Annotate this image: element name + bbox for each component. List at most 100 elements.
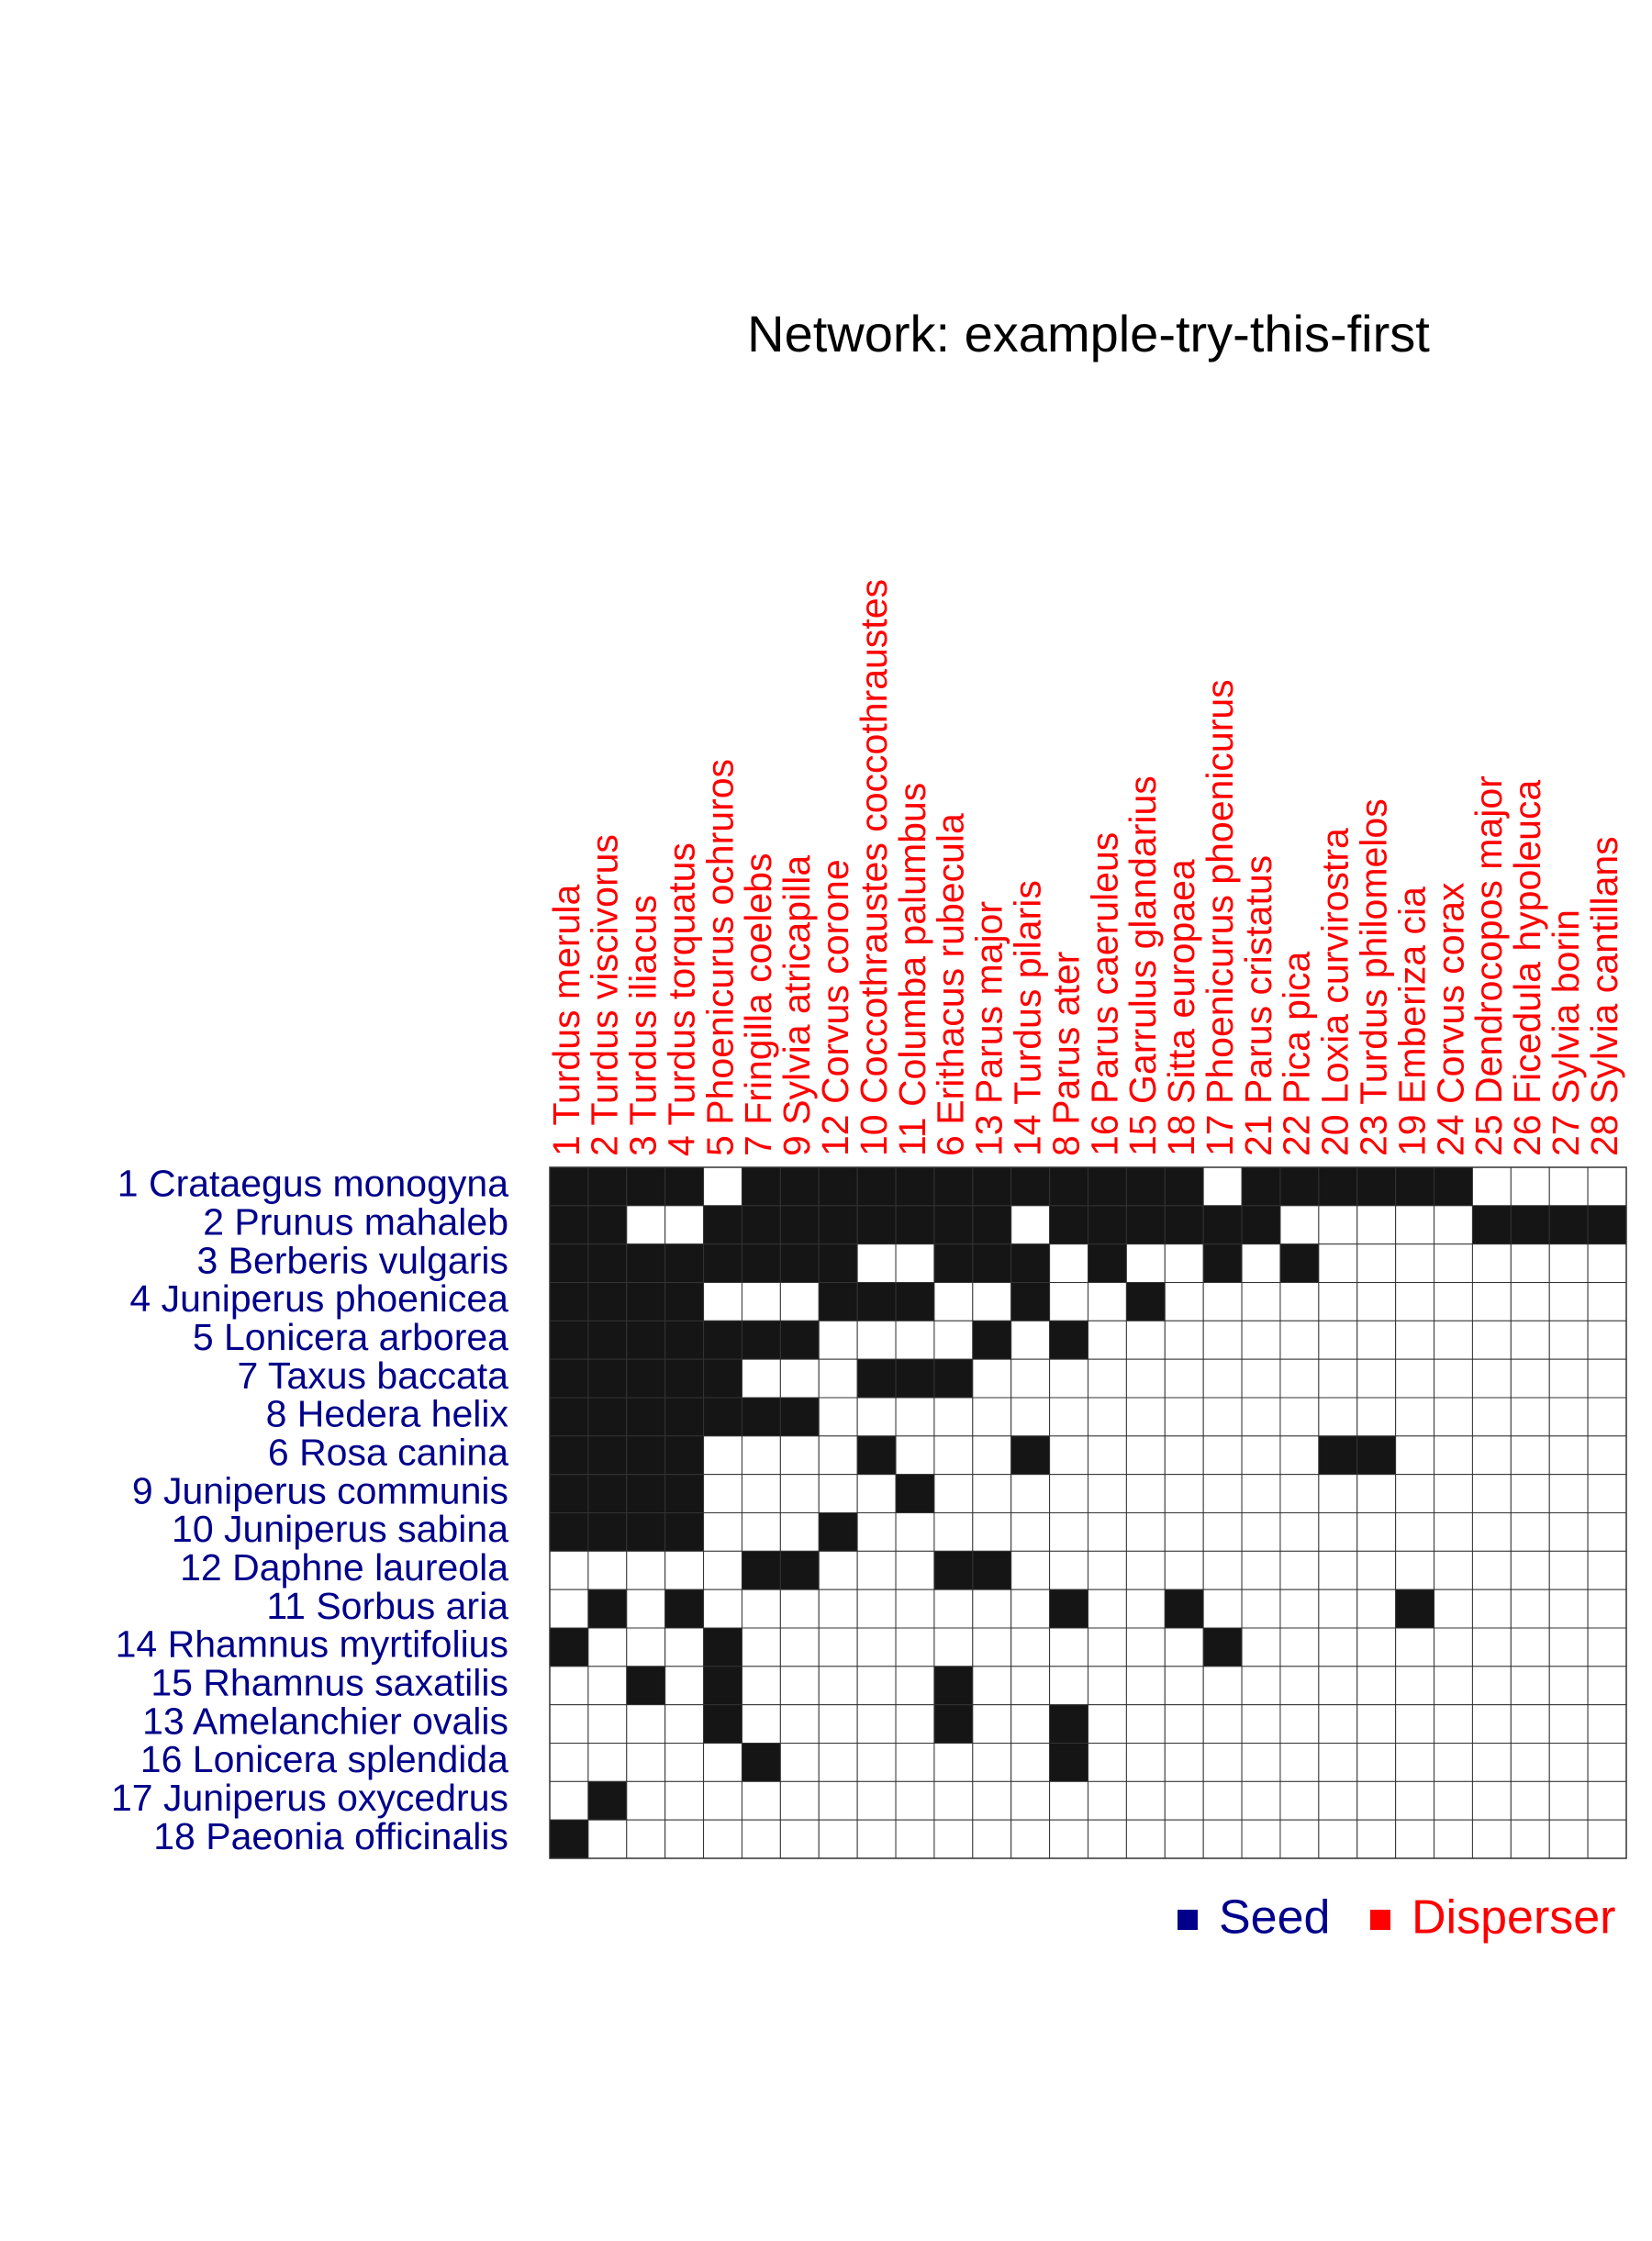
column-label-23-turdus-philomelos: 23 Turdus philomelos	[1353, 798, 1395, 1156]
column-label-17-phoenicurus-phoenicurus: 17 Phoenicurus phoenicurus	[1199, 679, 1241, 1156]
matrix-cell-r16-c22	[1356, 1743, 1397, 1782]
matrix-cell-r7-c21	[1318, 1397, 1358, 1437]
matrix-cell-r14-c8	[818, 1666, 858, 1706]
matrix-cell-r14-c5	[703, 1666, 742, 1706]
matrix-cell-r13-c15	[1088, 1627, 1127, 1667]
matrix-cell-r16-c19	[1241, 1743, 1281, 1782]
matrix-cell-r7-c10	[895, 1397, 935, 1437]
matrix-cell-r4-c21	[1318, 1282, 1358, 1321]
matrix-cell-r5-c26	[1510, 1320, 1550, 1360]
matrix-cell-r17-c23	[1395, 1780, 1435, 1821]
matrix-cell-r6-c4	[664, 1358, 705, 1399]
matrix-cell-r9-c20	[1279, 1474, 1320, 1514]
matrix-cell-r10-c11	[933, 1512, 974, 1552]
matrix-cell-r12-c17	[1164, 1589, 1204, 1629]
matrix-cell-r1-c11	[933, 1166, 974, 1207]
matrix-cell-r11-c27	[1548, 1550, 1589, 1590]
matrix-cell-r14-c11	[933, 1666, 974, 1706]
matrix-cell-r15-c18	[1202, 1704, 1243, 1745]
matrix-cell-r11-c25	[1471, 1550, 1512, 1590]
matrix-cell-r18-c28	[1587, 1819, 1627, 1859]
matrix-cell-r6-c20	[1279, 1358, 1320, 1399]
matrix-cell-r14-c10	[895, 1666, 935, 1706]
matrix-cell-r5-c19	[1241, 1320, 1281, 1360]
matrix-cell-r14-c2	[587, 1666, 628, 1706]
matrix-cell-r16-c9	[856, 1743, 897, 1782]
matrix-cell-r12-c13	[1010, 1589, 1051, 1629]
matrix-cell-r16-c4	[664, 1743, 705, 1782]
matrix-cell-r17-c19	[1241, 1780, 1281, 1821]
matrix-cell-r2-c24	[1434, 1205, 1473, 1245]
matrix-cell-r13-c3	[626, 1627, 666, 1667]
matrix-cell-r18-c6	[741, 1819, 781, 1859]
matrix-cell-r5-c2	[587, 1320, 628, 1360]
matrix-cell-r8-c17	[1164, 1435, 1204, 1476]
matrix-cell-r7-c11	[933, 1397, 974, 1437]
matrix-cell-r13-c1	[549, 1627, 589, 1667]
matrix-cell-r11-c14	[1049, 1550, 1088, 1590]
matrix-cell-r14-c19	[1241, 1666, 1281, 1706]
matrix-cell-r10-c24	[1434, 1512, 1473, 1552]
matrix-cell-r5-c23	[1395, 1320, 1435, 1360]
matrix-cell-r6-c13	[1010, 1358, 1051, 1399]
matrix-cell-r9-c25	[1471, 1474, 1512, 1514]
matrix-cell-r3-c23	[1395, 1243, 1435, 1284]
matrix-cell-r6-c14	[1049, 1358, 1088, 1399]
matrix-cell-r9-c13	[1010, 1474, 1051, 1514]
matrix-cell-r12-c1	[549, 1589, 589, 1629]
matrix-cell-r5-c6	[741, 1320, 781, 1360]
matrix-cell-r18-c3	[626, 1819, 666, 1859]
matrix-cell-r5-c17	[1164, 1320, 1204, 1360]
row-label-12-daphne-laureola: 12 Daphne laureola	[180, 1546, 508, 1589]
matrix-cell-r11-c15	[1088, 1550, 1127, 1590]
matrix-cell-r6-c5	[703, 1358, 742, 1399]
matrix-cell-r4-c3	[626, 1282, 666, 1321]
matrix-cell-r11-c10	[895, 1550, 935, 1590]
matrix-cell-r8-c4	[664, 1435, 705, 1476]
column-label-21-parus-cristatus: 21 Parus cristatus	[1237, 855, 1279, 1156]
matrix-cell-r17-c20	[1279, 1780, 1320, 1821]
matrix-cell-r9-c5	[703, 1474, 742, 1514]
matrix-cell-r16-c2	[587, 1743, 628, 1782]
matrix-cell-r9-c9	[856, 1474, 897, 1514]
matrix-cell-r13-c9	[856, 1627, 897, 1667]
matrix-cell-r9-c26	[1510, 1474, 1550, 1514]
matrix-cell-r12-c10	[895, 1589, 935, 1629]
row-label-18-paeonia-officinalis: 18 Paeonia officinalis	[153, 1815, 508, 1857]
matrix-cell-r17-c6	[741, 1780, 781, 1821]
matrix-cell-r3-c19	[1241, 1243, 1281, 1284]
matrix-cell-r17-c3	[626, 1780, 666, 1821]
matrix-cell-r2-c1	[549, 1205, 589, 1245]
matrix-cell-r13-c5	[703, 1627, 742, 1667]
matrix-cell-r2-c10	[895, 1205, 935, 1245]
matrix-cell-r2-c13	[1010, 1205, 1051, 1245]
matrix-cell-r1-c13	[1010, 1166, 1051, 1207]
matrix-cell-r8-c1	[549, 1435, 589, 1476]
matrix-cell-r6-c22	[1356, 1358, 1397, 1399]
matrix-cell-r10-c20	[1279, 1512, 1320, 1552]
matrix-cell-r18-c2	[587, 1819, 628, 1859]
matrix-cell-r15-c22	[1356, 1704, 1397, 1745]
matrix-cell-r3-c3	[626, 1243, 666, 1284]
matrix-cell-r10-c7	[779, 1512, 820, 1552]
matrix-cell-r6-c1	[549, 1358, 589, 1399]
matrix-cell-r4-c26	[1510, 1282, 1550, 1321]
column-label-2-turdus-viscivorus: 2 Turdus viscivorus	[584, 834, 626, 1156]
row-label-6-rosa-canina: 6 Rosa canina	[268, 1432, 508, 1474]
matrix-cell-r14-c17	[1164, 1666, 1204, 1706]
matrix-cell-r17-c2	[587, 1780, 628, 1821]
matrix-cell-r18-c21	[1318, 1819, 1358, 1859]
matrix-cell-r11-c18	[1202, 1550, 1243, 1590]
matrix-cell-r11-c22	[1356, 1550, 1397, 1590]
matrix-cell-r7-c22	[1356, 1397, 1397, 1437]
matrix-cell-r17-c22	[1356, 1780, 1397, 1821]
matrix-cell-r8-c24	[1434, 1435, 1473, 1476]
matrix-cell-r3-c10	[895, 1243, 935, 1284]
matrix-cell-r16-c23	[1395, 1743, 1435, 1782]
matrix-cell-r15-c27	[1548, 1704, 1589, 1745]
matrix-cell-r17-c10	[895, 1780, 935, 1821]
matrix-cell-r14-c4	[664, 1666, 705, 1706]
matrix-cell-r15-c3	[626, 1704, 666, 1745]
matrix-cell-r2-c28	[1587, 1205, 1627, 1245]
column-label-16-parus-caeruleus: 16 Parus caeruleus	[1083, 832, 1125, 1156]
